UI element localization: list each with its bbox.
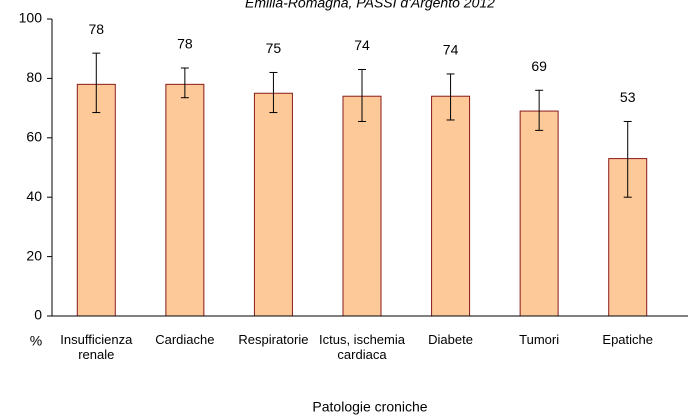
x-tick-label: Cardiache [155,332,215,347]
data-label: 69 [531,58,547,74]
data-label: 74 [443,42,459,58]
bar [165,83,205,317]
y-axis-label: % [30,333,42,349]
y-tick-label: 100 [19,10,43,26]
y-tick-label: 0 [34,307,42,323]
bar [253,92,293,317]
bar [76,83,116,317]
data-label: 53 [620,89,636,105]
y-tick-label: 20 [26,247,42,263]
x-tick-label: Respiratorie [238,332,309,347]
x-tick-label: Insufficienza renale [60,332,133,362]
y-tick-label: 60 [26,129,42,145]
x-tick-label: Epatiche [602,332,653,347]
bar [342,95,382,317]
x-axis-label: Patologie croniche [312,399,427,415]
y-tick-label: 40 [26,188,42,204]
data-label: 78 [88,21,104,37]
data-label: 78 [177,36,193,52]
y-tick-label: 80 [26,69,42,85]
data-label: 74 [354,37,370,53]
x-tick-label: Ictus, ischemia cardiaca [319,332,405,362]
data-label: 75 [266,40,282,56]
bar [519,110,559,317]
x-tick-label: Diabete [428,332,473,347]
x-tick-label: Tumori [519,332,560,347]
chart-subtitle: Emilia-Romagna, PASSI d'Argento 2012 [245,0,495,11]
bar [431,95,471,317]
